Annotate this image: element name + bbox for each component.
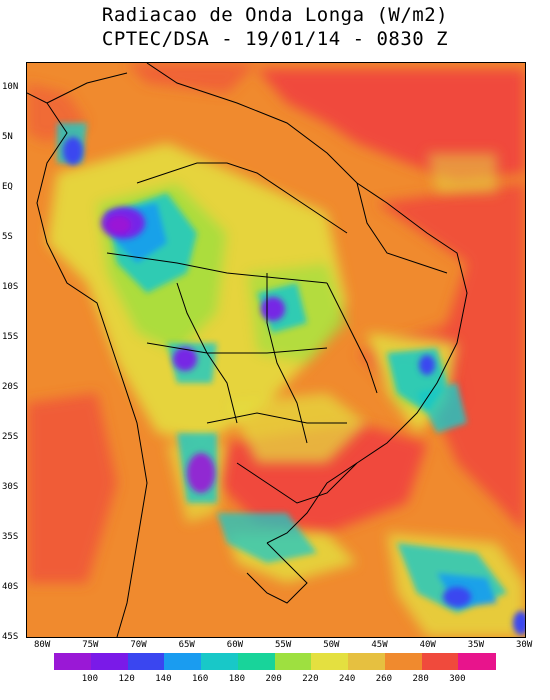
lat-tick-label: 40S <box>2 582 19 592</box>
colorbar-label: 260 <box>375 674 393 684</box>
lon-tick-label: 35W <box>467 640 485 650</box>
lon-tick-label: 45W <box>371 640 388 650</box>
lon-tick-label: 50W <box>323 640 340 650</box>
lat-tick-label: 35S <box>2 532 19 542</box>
lon-tick-label: 65W <box>178 640 195 650</box>
colorbar-cell <box>348 653 386 670</box>
political-boundaries <box>26 62 468 638</box>
lon-tick-label: 80W <box>34 640 51 650</box>
lat-tick-label: 15S <box>2 332 19 342</box>
lon-tick-label: 70W <box>130 640 147 650</box>
colorbar-cell <box>274 653 312 670</box>
lat-tick-label: 20S <box>2 382 19 392</box>
lon-tick-label: 55W <box>275 640 292 650</box>
colorbar-label: 160 <box>192 674 209 684</box>
colorbar-cell <box>164 653 202 670</box>
colorbar-label: 140 <box>155 674 172 684</box>
colorbar-cell <box>311 653 349 670</box>
colorbar-label: 300 <box>449 674 466 684</box>
colorbar-cell <box>127 653 165 670</box>
lat-tick-label: 10S <box>2 282 19 292</box>
colorbar-label: 120 <box>118 674 135 684</box>
lat-tick-label: 10N <box>2 82 19 92</box>
lon-tick-label: 40W <box>419 640 436 650</box>
lat-tick-label: 25S <box>2 432 19 442</box>
lon-tick-label: 60W <box>226 640 244 650</box>
colorbar-cell <box>201 653 239 670</box>
lat-tick-label: 5S <box>2 232 13 242</box>
lon-tick-label: 30W <box>516 640 533 650</box>
colorbar-label: 100 <box>81 674 99 684</box>
colorbar-label: 180 <box>228 674 246 684</box>
colorbar-cell <box>54 653 92 670</box>
colorbar-cell <box>237 653 275 670</box>
olr-map-frame <box>26 62 529 638</box>
lon-tick-label: 75W <box>82 640 99 650</box>
lat-tick-label: 30S <box>2 482 19 492</box>
lat-tick-label: 45S <box>2 632 19 642</box>
olr-colorbar <box>54 653 496 670</box>
olr-deep-convection <box>63 137 529 635</box>
olr-map <box>26 62 529 638</box>
colorbar-cell <box>421 653 459 670</box>
lat-tick-label: 5N <box>2 132 13 142</box>
colorbar-cell <box>384 653 422 670</box>
map-title: Radiacao de Onda Longa (W/m2) <box>101 4 449 26</box>
colorbar-label: 200 <box>265 674 282 684</box>
colorbar-label: 280 <box>412 674 429 684</box>
map-subtitle: CPTEC/DSA - 19/01/14 - 0830 Z <box>101 28 449 50</box>
lat-tick-label: EQ <box>2 182 13 192</box>
colorbar-cell <box>90 653 128 670</box>
colorbar-label: 240 <box>339 674 356 684</box>
colorbar-label: 220 <box>302 674 319 684</box>
colorbar-cell <box>458 653 496 670</box>
